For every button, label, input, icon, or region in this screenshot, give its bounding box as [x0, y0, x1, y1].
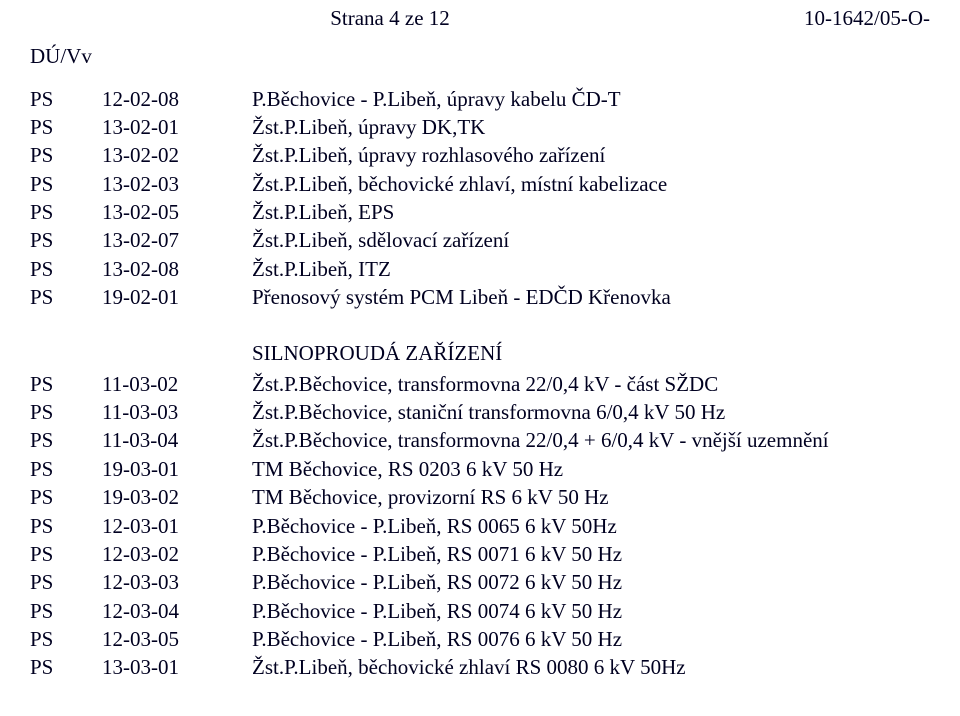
document-page: Strana 4 ze 12 10-1642/05-O- DÚ/Vv PS12-…: [0, 0, 960, 682]
row-ps: PS: [30, 141, 102, 169]
row-desc: Žst.P.Libeň, úpravy DK,TK: [252, 113, 930, 141]
section-1-rows: PS12-02-08P.Běchovice - P.Libeň, úpravy …: [30, 85, 930, 312]
list-row: PS19-02-01Přenosový systém PCM Libeň - E…: [30, 283, 930, 311]
row-ps: PS: [30, 370, 102, 398]
list-row: PS12-03-01P.Běchovice - P.Libeň, RS 0065…: [30, 512, 930, 540]
row-ps: PS: [30, 512, 102, 540]
row-desc: Žst.P.Běchovice, transformovna 22/0,4 + …: [252, 426, 930, 454]
row-desc: P.Běchovice - P.Libeň, RS 0071 6 kV 50 H…: [252, 540, 930, 568]
row-code: 13-02-03: [102, 170, 252, 198]
row-code: 13-02-01: [102, 113, 252, 141]
row-code: 12-03-05: [102, 625, 252, 653]
row-ps: PS: [30, 653, 102, 681]
row-code: 12-03-01: [102, 512, 252, 540]
row-ps: PS: [30, 170, 102, 198]
page-number: Strana 4 ze 12: [30, 4, 750, 32]
row-ps: PS: [30, 398, 102, 426]
row-code: 19-03-02: [102, 483, 252, 511]
row-desc: P.Běchovice - P.Libeň, RS 0076 6 kV 50 H…: [252, 625, 930, 653]
row-desc: P.Běchovice - P.Libeň, úpravy kabelu ČD-…: [252, 85, 930, 113]
row-desc: P.Běchovice - P.Libeň, RS 0072 6 kV 50 H…: [252, 568, 930, 596]
list-row: PS11-03-03Žst.P.Běchovice, staniční tran…: [30, 398, 930, 426]
list-row: PS13-02-02Žst.P.Libeň, úpravy rozhlasové…: [30, 141, 930, 169]
row-code: 11-03-04: [102, 426, 252, 454]
row-desc: Žst.P.Libeň, EPS: [252, 198, 930, 226]
list-row: PS13-03-01Žst.P.Libeň, běchovické zhlaví…: [30, 653, 930, 681]
row-ps: PS: [30, 568, 102, 596]
row-ps: PS: [30, 85, 102, 113]
row-desc: P.Běchovice - P.Libeň, RS 0074 6 kV 50 H…: [252, 597, 930, 625]
row-code: 12-03-02: [102, 540, 252, 568]
list-row: PS11-03-02Žst.P.Běchovice, transformovna…: [30, 370, 930, 398]
list-row: PS19-03-02TM Běchovice, provizorní RS 6 …: [30, 483, 930, 511]
row-desc: Žst.P.Libeň, sdělovací zařízení: [252, 226, 930, 254]
row-code: 12-03-04: [102, 597, 252, 625]
list-row: PS12-03-05P.Běchovice - P.Libeň, RS 0076…: [30, 625, 930, 653]
row-code: 13-02-05: [102, 198, 252, 226]
list-row: PS12-03-02P.Běchovice - P.Libeň, RS 0071…: [30, 540, 930, 568]
row-ps: PS: [30, 113, 102, 141]
row-code: 13-02-07: [102, 226, 252, 254]
page-header: Strana 4 ze 12 10-1642/05-O-: [30, 4, 930, 32]
header-left-label: DÚ/Vv: [30, 42, 930, 70]
row-desc: Žst.P.Běchovice, transformovna 22/0,4 kV…: [252, 370, 930, 398]
row-code: 12-02-08: [102, 85, 252, 113]
row-ps: PS: [30, 426, 102, 454]
row-ps: PS: [30, 255, 102, 283]
row-ps: PS: [30, 455, 102, 483]
doc-reference: 10-1642/05-O-: [750, 4, 930, 32]
row-desc: Žst.P.Libeň, úpravy rozhlasového zařízen…: [252, 141, 930, 169]
row-code: 13-02-02: [102, 141, 252, 169]
section-2-rows: PS11-03-02Žst.P.Běchovice, transformovna…: [30, 370, 930, 682]
list-row: PS19-03-01TM Běchovice, RS 0203 6 kV 50 …: [30, 455, 930, 483]
list-row: PS11-03-04Žst.P.Běchovice, transformovna…: [30, 426, 930, 454]
row-code: 11-03-03: [102, 398, 252, 426]
row-code: 12-03-03: [102, 568, 252, 596]
row-ps: PS: [30, 540, 102, 568]
row-code: 11-03-02: [102, 370, 252, 398]
list-row: PS12-03-04P.Běchovice - P.Libeň, RS 0074…: [30, 597, 930, 625]
row-desc: TM Běchovice, RS 0203 6 kV 50 Hz: [252, 455, 930, 483]
list-row: PS13-02-07Žst.P.Libeň, sdělovací zařízen…: [30, 226, 930, 254]
row-ps: PS: [30, 283, 102, 311]
list-row: PS13-02-05Žst.P.Libeň, EPS: [30, 198, 930, 226]
row-code: 19-03-01: [102, 455, 252, 483]
row-ps: PS: [30, 625, 102, 653]
row-desc: TM Běchovice, provizorní RS 6 kV 50 Hz: [252, 483, 930, 511]
row-ps: PS: [30, 483, 102, 511]
row-ps: PS: [30, 226, 102, 254]
row-desc: P.Běchovice - P.Libeň, RS 0065 6 kV 50Hz: [252, 512, 930, 540]
row-desc: Žst.P.Libeň, ITZ: [252, 255, 930, 283]
row-ps: PS: [30, 597, 102, 625]
row-ps: PS: [30, 198, 102, 226]
row-desc: Žst.P.Běchovice, staniční transformovna …: [252, 398, 930, 426]
row-code: 13-02-08: [102, 255, 252, 283]
row-desc: Přenosový systém PCM Libeň - EDČD Křenov…: [252, 283, 930, 311]
list-row: PS13-02-03Žst.P.Libeň, běchovické zhlaví…: [30, 170, 930, 198]
section-2-title: SILNOPROUDÁ ZAŘÍZENÍ: [252, 339, 930, 367]
list-row: PS12-03-03P.Běchovice - P.Libeň, RS 0072…: [30, 568, 930, 596]
row-desc: Žst.P.Libeň, běchovické zhlaví RS 0080 6…: [252, 653, 930, 681]
row-code: 13-03-01: [102, 653, 252, 681]
row-desc: Žst.P.Libeň, běchovické zhlaví, místní k…: [252, 170, 930, 198]
list-row: PS12-02-08P.Běchovice - P.Libeň, úpravy …: [30, 85, 930, 113]
list-row: PS13-02-01Žst.P.Libeň, úpravy DK,TK: [30, 113, 930, 141]
list-row: PS13-02-08Žst.P.Libeň, ITZ: [30, 255, 930, 283]
row-code: 19-02-01: [102, 283, 252, 311]
